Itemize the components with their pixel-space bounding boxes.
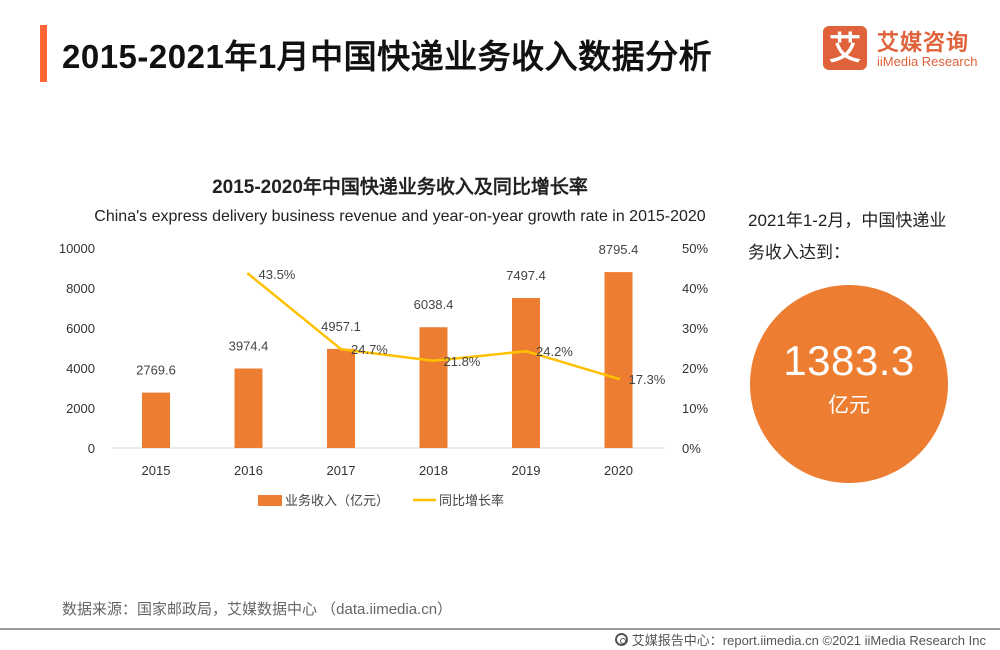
chart-subtitle: China's express delivery business revenu… xyxy=(94,208,706,225)
data-source: 数据来源：国家邮政局，艾媒数据中心 （data.iimedia.cn） xyxy=(62,601,453,618)
right-y-tick-label: 30% xyxy=(682,321,708,336)
footer-text: 艾媒报告中心：report.iimedia.cn ©2021 iiMedia R… xyxy=(631,633,986,648)
iimedia-logo: 艾 艾媒咨询 iiMedia Research xyxy=(823,23,983,73)
line-point xyxy=(432,359,435,363)
left-y-axis: 0 2000 4000 6000 8000 10000 xyxy=(59,241,95,456)
right-y-tick-label: 20% xyxy=(682,361,708,376)
logo-name-cn: 艾媒咨询 xyxy=(877,30,970,55)
line-data-label: 17.3% xyxy=(629,372,666,387)
chart-title: 2015-2020年中国快递业务收入及同比增长率 xyxy=(212,177,588,198)
x-tick-label: 2015 xyxy=(142,463,171,478)
x-tick-label: 2018 xyxy=(419,463,448,478)
left-y-tick-label: 0 xyxy=(88,441,95,456)
highlight-caption: 2021年1-2月，中国快递业务收入达到： xyxy=(748,211,947,262)
bar-data-label: 4957.1 xyxy=(321,319,361,334)
right-y-axis: 0% 10% 20% 30% 40% 50% xyxy=(682,241,708,456)
line-point xyxy=(339,347,343,351)
line-series xyxy=(247,272,620,381)
line-point xyxy=(247,272,250,276)
line-data-labels: 43.5% 24.7% 21.8% 24.2% 17.3% xyxy=(259,267,666,387)
highlight-value: 1383.3 xyxy=(783,337,915,384)
bar xyxy=(234,368,263,448)
x-axis: 2015 2016 2017 2018 2019 2020 xyxy=(142,463,633,478)
x-tick-label: 2016 xyxy=(234,463,263,478)
line-data-label: 24.7% xyxy=(351,342,388,357)
bar-data-label: 7497.4 xyxy=(506,268,546,283)
bar xyxy=(419,327,448,448)
legend-bar-label: 业务收入（亿元） xyxy=(285,493,389,508)
title-accent-bar xyxy=(40,25,47,82)
footer-divider xyxy=(0,628,1000,630)
bar-data-labels: 2769.6 3974.4 4957.1 6038.4 7497.4 8795.4 xyxy=(136,242,638,378)
bar-series xyxy=(142,272,633,448)
legend-line-label: 同比增长率 xyxy=(439,493,504,508)
left-y-tick-label: 2000 xyxy=(66,401,95,416)
right-y-tick-label: 10% xyxy=(682,401,708,416)
line-point xyxy=(524,349,528,353)
right-y-tick-label: 50% xyxy=(682,241,708,256)
logo-mark-icon: 艾 xyxy=(823,26,867,70)
left-y-tick-label: 6000 xyxy=(66,321,95,336)
right-y-tick-label: 0% xyxy=(682,441,701,456)
x-tick-label: 2017 xyxy=(327,463,356,478)
right-y-tick-label: 40% xyxy=(682,281,708,296)
line-data-label: 43.5% xyxy=(259,267,296,282)
logo-name-en: iiMedia Research xyxy=(877,54,978,69)
bar-data-label: 6038.4 xyxy=(414,297,454,312)
left-y-tick-label: 8000 xyxy=(66,281,95,296)
bar-data-label: 2769.6 xyxy=(136,363,176,378)
legend-bar-swatch xyxy=(258,495,282,506)
bar xyxy=(604,272,633,448)
bar-data-label: 8795.4 xyxy=(599,242,639,257)
footer: 艾媒报告中心：report.iimedia.cn ©2021 iiMedia R… xyxy=(614,630,986,649)
x-tick-label: 2019 xyxy=(512,463,541,478)
bar-data-label: 3974.4 xyxy=(229,339,269,354)
line-data-label: 24.2% xyxy=(536,344,573,359)
highlight-circle: 1383.3 亿元 xyxy=(750,285,948,483)
page-title: 2015-2021年1月中国快递业务收入数据分析 xyxy=(62,38,713,75)
bar xyxy=(142,392,170,448)
line-data-label: 21.8% xyxy=(444,354,481,369)
bar xyxy=(327,348,355,448)
line-point xyxy=(617,377,620,381)
legend: 业务收入（亿元） 同比增长率 xyxy=(258,493,504,508)
left-y-tick-label: 4000 xyxy=(66,361,95,376)
x-tick-label: 2020 xyxy=(604,463,633,478)
bar xyxy=(512,298,540,448)
highlight-unit: 亿元 xyxy=(828,394,870,417)
left-y-tick-label: 10000 xyxy=(59,241,95,256)
globe-icon xyxy=(614,633,628,646)
